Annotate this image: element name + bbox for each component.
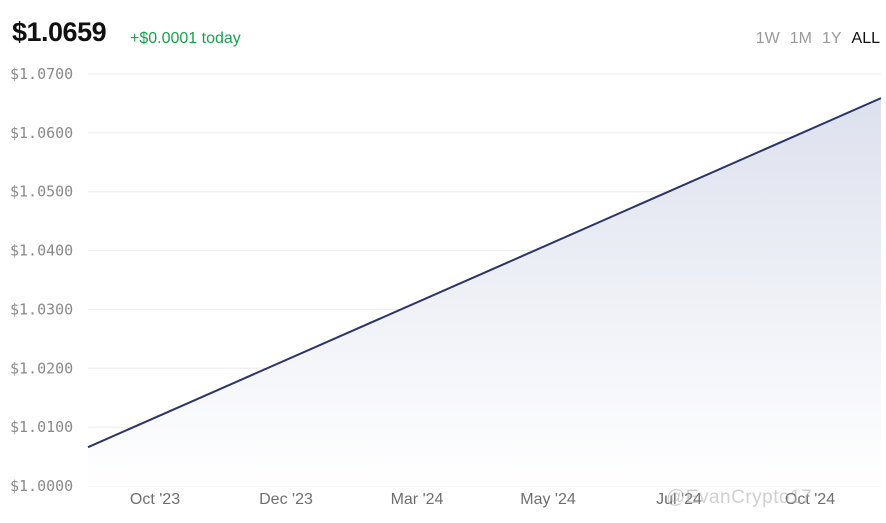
y-tick-label: $1.0100	[10, 418, 73, 436]
range-1m-button[interactable]: 1M	[789, 30, 812, 47]
price-change: +$0.0001 today	[130, 30, 241, 47]
watermark: @EvanCrypto17	[666, 487, 812, 509]
price-value: $1.0659	[12, 17, 107, 47]
x-tick-label: Oct '24	[785, 491, 835, 508]
y-tick-label: $1.0600	[10, 124, 73, 142]
y-tick-label: $1.0200	[10, 359, 73, 377]
x-tick-label: Dec '23	[259, 491, 313, 508]
y-tick-label: $1.0000	[10, 477, 73, 495]
range-1w-button[interactable]: 1W	[755, 30, 780, 47]
y-tick-label: $1.0700	[10, 65, 73, 83]
watermark-label: @EvanCrypto17	[666, 487, 813, 508]
x-tick-label: Jul '24	[656, 491, 702, 508]
x-tick-label: Oct '23	[130, 491, 180, 508]
range-1y-button[interactable]: 1Y	[821, 30, 842, 47]
price-line	[87, 97, 882, 449]
range-all-button[interactable]: ALL	[851, 30, 880, 47]
y-tick-label: $1.0400	[10, 242, 73, 260]
x-tick-label: May '24	[520, 491, 576, 508]
area-fill	[88, 98, 881, 486]
x-tick-label: Mar '24	[391, 491, 444, 508]
y-tick-label: $1.0500	[10, 183, 73, 201]
y-tick-label: $1.0300	[10, 300, 73, 318]
time-range-selector: 1W 1M 1Y ALL	[756, 29, 880, 49]
